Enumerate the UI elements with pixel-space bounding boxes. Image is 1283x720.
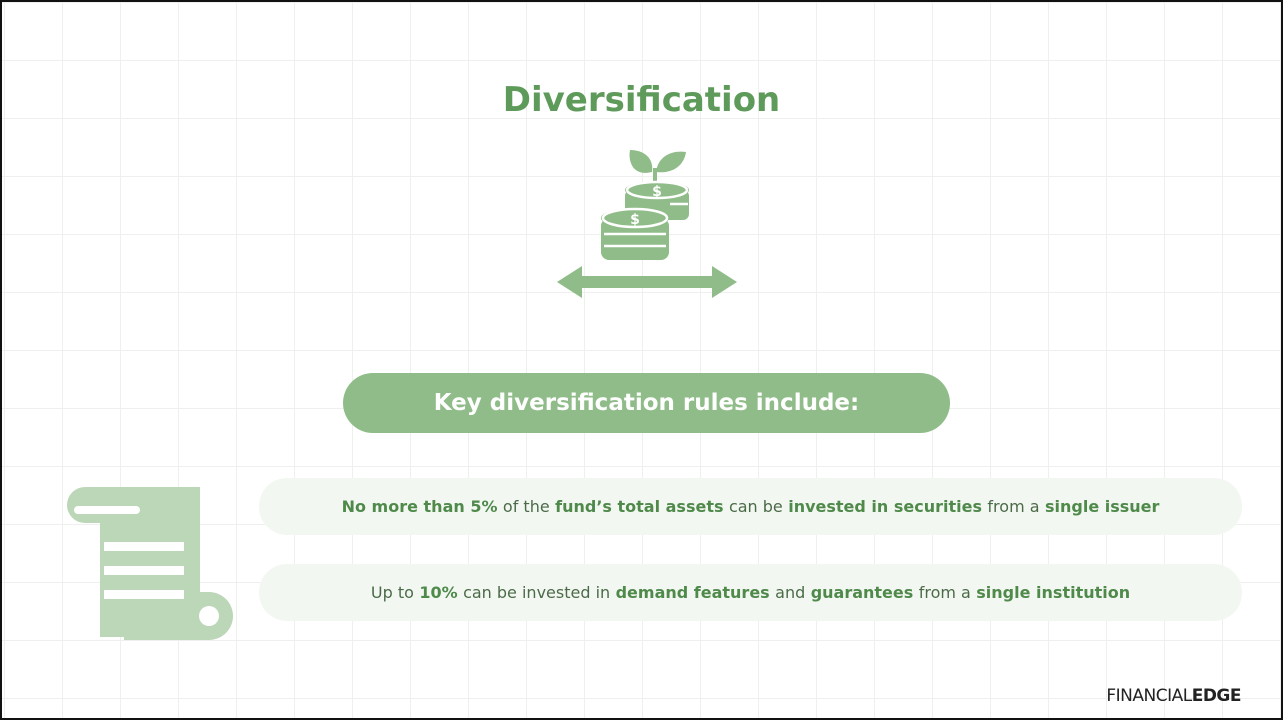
rule-text: Up to (370, 583, 414, 602)
scroll-icon (67, 487, 233, 640)
rule-text: and (775, 583, 806, 602)
rule-bold-text: No more than 5% (341, 497, 498, 516)
svg-text:$: $ (652, 184, 662, 200)
rule-bold-text: invested in securities (788, 497, 982, 516)
rule-bold-text: demand features (615, 583, 770, 602)
rule-text: from a (987, 497, 1040, 516)
svg-text:$: $ (630, 212, 640, 228)
title: Diversification (502, 80, 781, 120)
logo: FINANCIALEDGE (1106, 686, 1241, 706)
logo-bold: EDGE (1191, 686, 1242, 706)
rule: No more than 5% of the fund’s total assets… (259, 478, 1242, 535)
rule-text: can be invested in (463, 583, 611, 602)
diversification-icon: $ $ (557, 150, 737, 298)
rule-bold-text: single issuer (1044, 497, 1160, 516)
rule-bold-text: fund’s total assets (555, 497, 724, 516)
logo-light: FINANCIAL (1106, 686, 1192, 706)
rule-bold-text: 10% (419, 583, 458, 602)
rule-text: can be (728, 497, 783, 516)
rule-bold-text: guarantees (810, 583, 914, 602)
banner: Key diversification rules include: (343, 373, 950, 433)
rule-bold-text: single institution (976, 583, 1131, 602)
rule: Up to 10% can be invested in demand feature… (259, 564, 1242, 621)
rule-text: of the (502, 497, 550, 516)
rule-text: from a (918, 583, 971, 602)
